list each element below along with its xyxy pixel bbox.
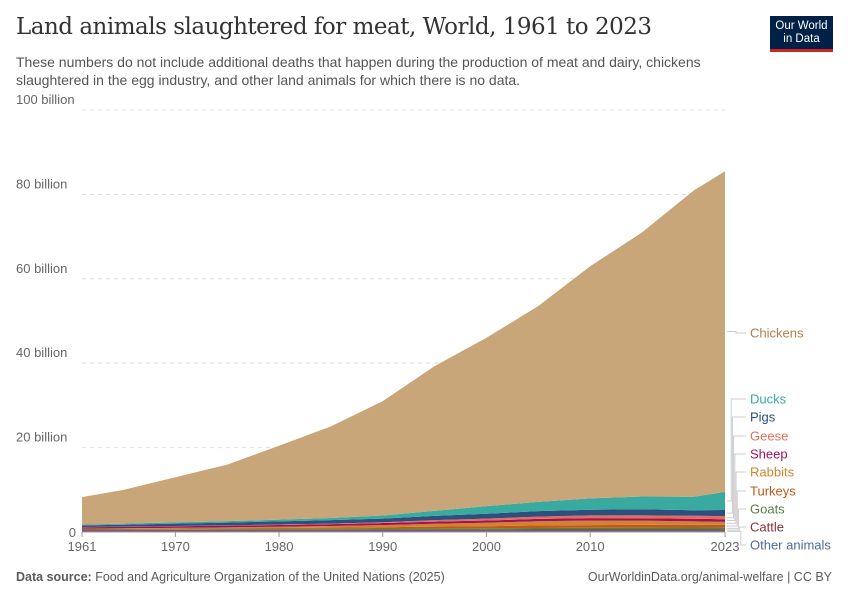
- y-tick-label: 20 billion: [16, 430, 67, 445]
- legend-connector: [727, 508, 746, 529]
- legend-label[interactable]: Sheep: [750, 447, 788, 462]
- area-goats[interactable]: [82, 527, 725, 531]
- y-tick-label: 100 billion: [16, 92, 75, 107]
- legend-label[interactable]: Chickens: [750, 326, 804, 341]
- chart-subtitle: These numbers do not include additional …: [16, 54, 701, 88]
- legend-connector: [727, 331, 746, 334]
- y-tick-label: 40 billion: [16, 345, 67, 360]
- area-pigs[interactable]: [82, 509, 725, 528]
- x-tick-label: 1990: [368, 539, 397, 554]
- area-rabbits[interactable]: [82, 520, 725, 530]
- logo-text: Our World in Data: [775, 20, 828, 45]
- legend-connector: [727, 453, 746, 522]
- legend-label[interactable]: Geese: [750, 429, 788, 444]
- y-tick-label: 0: [69, 525, 76, 540]
- legend-label[interactable]: Rabbits: [750, 465, 795, 480]
- legend-connector: [727, 398, 746, 502]
- source-label: Data source:: [16, 570, 92, 584]
- legend-label[interactable]: Turkeys: [750, 484, 796, 499]
- legend-connector: [727, 435, 746, 519]
- x-tick-label: 2010: [576, 539, 605, 554]
- legend-connector: [727, 471, 746, 524]
- x-tick-label: 2000: [472, 539, 501, 554]
- legend-label[interactable]: Pigs: [750, 410, 776, 425]
- legend-connector: [727, 530, 746, 546]
- area-chickens[interactable]: [82, 171, 725, 525]
- area-geese[interactable]: [82, 515, 725, 528]
- x-tick-label: 2023: [711, 539, 740, 554]
- legend-connector: [727, 416, 746, 514]
- area-ducks[interactable]: [82, 491, 725, 526]
- area-cattle[interactable]: [82, 529, 725, 531]
- legend-label[interactable]: Cattle: [750, 520, 784, 535]
- source-text: Food and Agriculture Organization of the…: [95, 570, 445, 584]
- area-turkeys[interactable]: [82, 524, 725, 530]
- legend-connector: [727, 526, 746, 531]
- legend-label[interactable]: Goats: [750, 502, 785, 517]
- x-tick-label: 1961: [68, 539, 97, 554]
- y-tick-label: 80 billion: [16, 176, 67, 191]
- area-sheep[interactable]: [82, 518, 725, 529]
- chart-title: Land animals slaughtered for meat, World…: [16, 14, 652, 40]
- legend-label[interactable]: Other animals: [750, 538, 831, 553]
- legend-connector: [727, 490, 746, 527]
- footer-link[interactable]: OurWorldinData.org/animal-welfare | CC B…: [587, 570, 832, 584]
- owid-logo[interactable]: Our World in Data: [770, 16, 833, 52]
- x-tick-label: 1970: [161, 539, 190, 554]
- y-tick-label: 60 billion: [16, 261, 67, 276]
- x-tick-label: 1980: [265, 539, 294, 554]
- footer-source: Data source: Food and Agriculture Organi…: [16, 570, 445, 584]
- legend-label[interactable]: Ducks: [750, 392, 787, 407]
